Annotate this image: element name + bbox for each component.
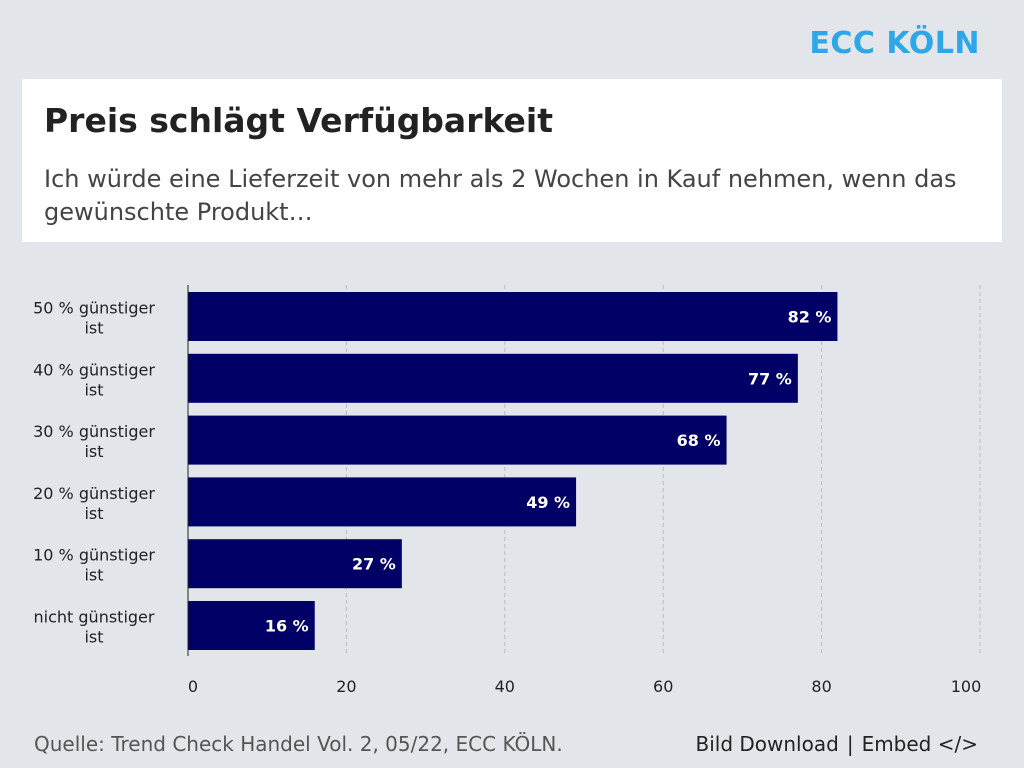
bar-value-label: 77 %: [748, 369, 792, 388]
footer-separator: |: [846, 732, 854, 756]
bar-value-label: 16 %: [265, 617, 309, 636]
x-tick-label: 100: [951, 677, 982, 696]
bar: [188, 477, 577, 527]
category-label-line: 20 % günstiger: [33, 484, 155, 503]
bar: [188, 353, 798, 403]
category-label: 20 % günstiger ist: [33, 484, 155, 523]
bar: [188, 292, 838, 341]
category-label-line: nicht günstiger: [34, 608, 155, 627]
bar-value-label: 82 %: [788, 308, 832, 327]
chart-subtitle: Ich würde eine Lieferzeit von mehr als 2…: [44, 165, 957, 226]
chart-title: Preis schlägt Verfügbarkeit: [44, 101, 554, 140]
source-note: Quelle: Trend Check Handel Vol. 2, 05/22…: [34, 732, 563, 756]
bar-value-label: 68 %: [677, 431, 721, 450]
bar: [188, 539, 402, 589]
category-label-line: ist: [84, 319, 103, 338]
brand-logo: ECC KÖLN: [809, 26, 980, 61]
header-card: Preis schlägt Verfügbarkeit Ich würde ei…: [22, 79, 1002, 242]
bar: [188, 415, 727, 465]
category-label-line: ist: [84, 628, 103, 647]
x-tick-label: 20: [336, 677, 356, 696]
category-label-line: 10 % günstiger: [33, 546, 155, 565]
x-tick-label: 40: [495, 677, 515, 696]
x-tick-label: 60: [653, 677, 673, 696]
category-label-line: 40 % günstiger: [33, 360, 155, 379]
x-tick-label: 0: [188, 677, 198, 696]
download-link[interactable]: Bild Download: [695, 732, 839, 756]
bar: [188, 601, 315, 650]
category-label-line: 30 % günstiger: [33, 422, 155, 441]
category-label: nicht günstiger ist: [34, 608, 155, 647]
category-label: 40 % günstiger ist: [33, 360, 155, 399]
category-label-line: ist: [84, 380, 103, 399]
category-label: 50 % günstiger ist: [33, 299, 155, 338]
category-label: 30 % günstiger ist: [33, 422, 155, 461]
category-label-line: ist: [84, 566, 103, 585]
x-tick-label: 80: [811, 677, 831, 696]
category-label-line: ist: [84, 504, 103, 523]
category-label: 10 % günstiger ist: [33, 546, 155, 585]
embed-link[interactable]: Embed </>: [861, 732, 978, 756]
bar-value-label: 27 %: [352, 555, 396, 574]
category-label-line: ist: [84, 442, 103, 461]
category-label-line: 50 % günstiger: [33, 299, 155, 318]
footer-links: Bild Download | Embed </>: [696, 732, 979, 756]
bar-value-label: 49 %: [526, 493, 570, 512]
